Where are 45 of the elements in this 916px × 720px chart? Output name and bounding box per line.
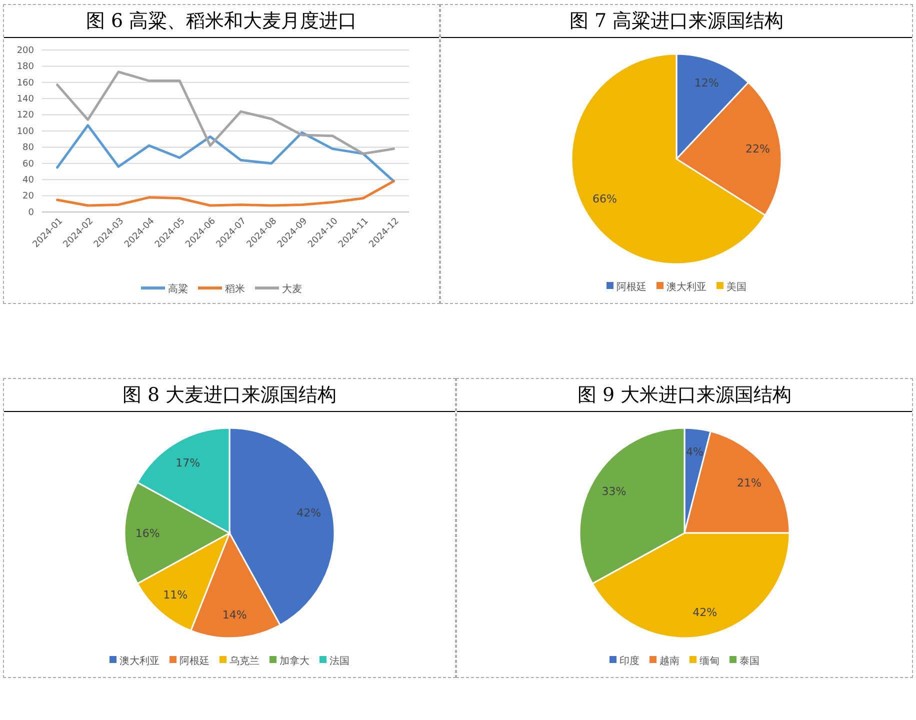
data-label: 16% <box>135 526 160 540</box>
chart-title: 图 8 大麦进口来源国结构 <box>4 379 455 412</box>
legend-label: 缅甸 <box>700 655 720 667</box>
data-label: 21% <box>736 476 762 490</box>
chart-title: 图 9 大米进口来源国结构 <box>457 379 912 412</box>
data-label: 17% <box>176 456 200 470</box>
data-label: 42% <box>296 506 322 520</box>
data-label: 33% <box>602 485 626 498</box>
legend-label: 阿根廷 <box>616 281 646 293</box>
y-tick-label: 100 <box>16 126 34 137</box>
y-tick-label: 140 <box>16 94 34 104</box>
line-series <box>56 180 395 207</box>
data-label: 42% <box>692 606 718 620</box>
legend-label: 乌克兰 <box>230 655 260 667</box>
y-tick-label: 80 <box>22 143 34 154</box>
legend-label: 越南 <box>660 655 680 667</box>
legend-label: 法国 <box>330 655 350 667</box>
y-tick-label: 60 <box>22 159 34 170</box>
legend-label: 美国 <box>726 281 746 293</box>
chart-title: 图 7 高粱进口来源国结构 <box>441 5 912 38</box>
data-label: 11% <box>163 588 188 602</box>
data-label: 12% <box>694 76 719 90</box>
chart-title: 图 6 高粱、稻米和大麦月度进口 <box>4 5 439 38</box>
legend-label: 大麦 <box>282 283 302 295</box>
legend-label: 印度 <box>620 655 640 667</box>
y-tick-label: 0 <box>28 208 34 218</box>
y-tick-label: 40 <box>22 175 34 186</box>
y-tick-label: 120 <box>16 110 34 121</box>
legend-label: 稻米 <box>225 283 245 295</box>
y-tick-label: 160 <box>16 78 34 88</box>
line-series <box>56 124 395 182</box>
legend-label: 泰国 <box>740 656 760 667</box>
legend-label: 澳大利亚 <box>666 281 706 293</box>
y-tick-label: 180 <box>16 62 34 72</box>
data-label: 66% <box>592 192 617 206</box>
data-label: 22% <box>746 142 770 156</box>
data-label: 4% <box>686 446 704 459</box>
legend-label: 加拿大 <box>280 655 310 667</box>
legend-label: 阿根廷 <box>180 655 210 667</box>
data-label: 14% <box>222 608 247 622</box>
legend-label: 澳大利亚 <box>120 655 160 667</box>
line-series <box>56 70 395 155</box>
y-tick-label: 200 <box>16 46 34 56</box>
y-tick-label: 20 <box>22 192 34 202</box>
legend-label: 高粱 <box>168 283 188 295</box>
